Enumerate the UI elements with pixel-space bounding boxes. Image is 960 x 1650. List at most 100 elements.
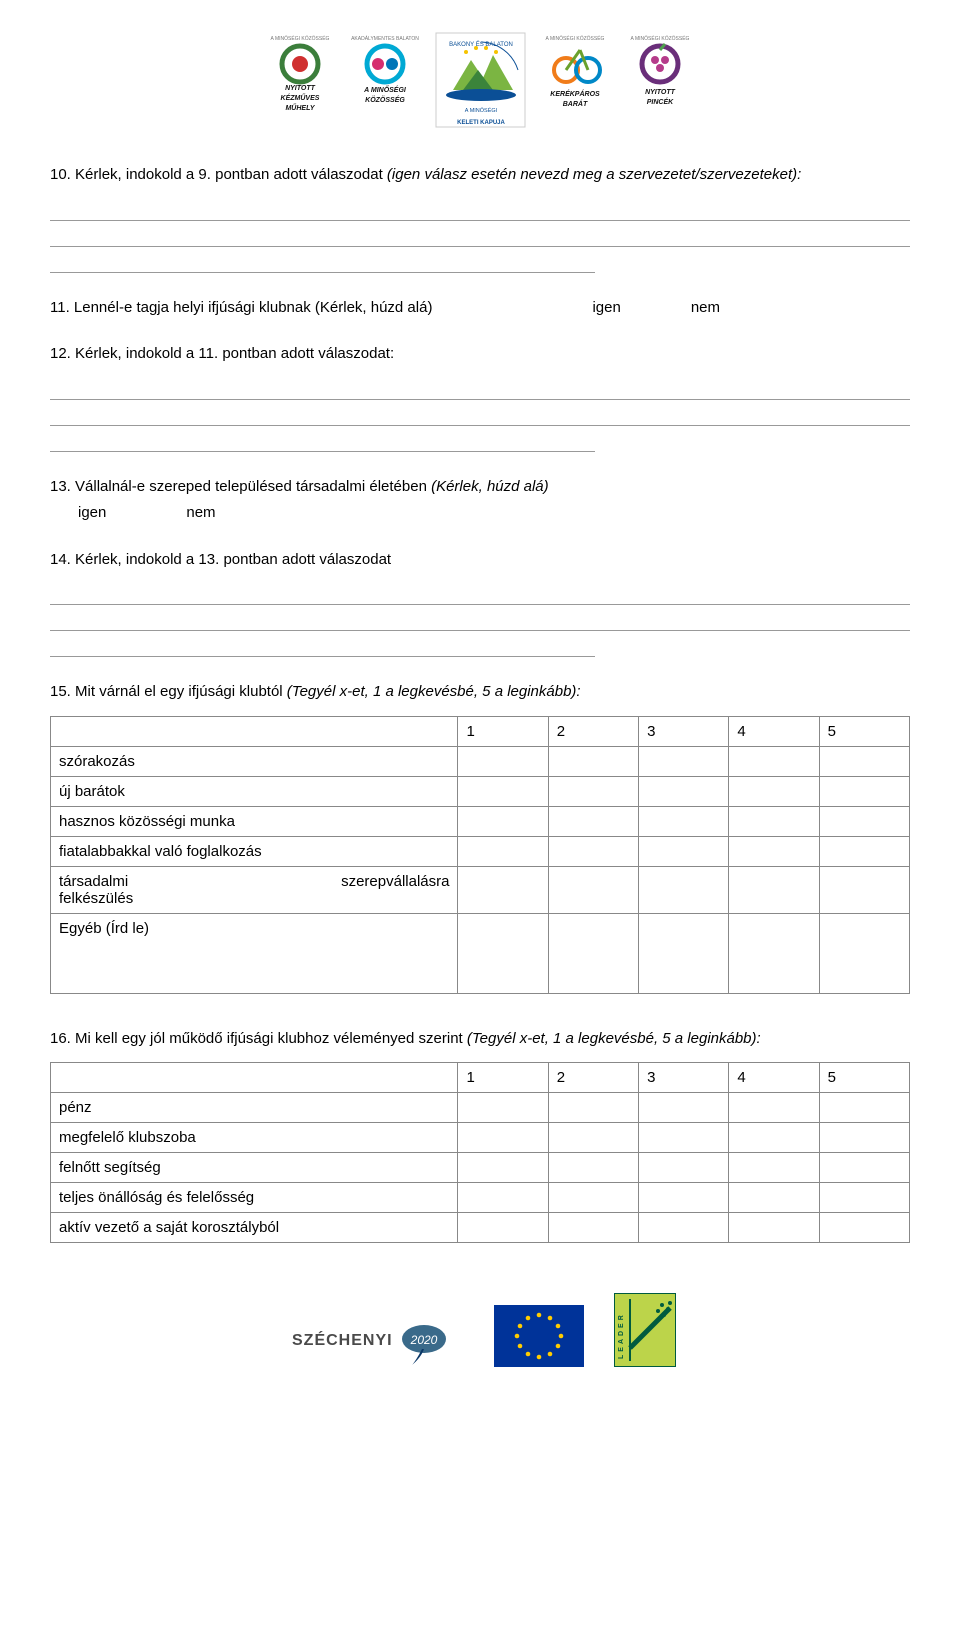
cell[interactable] (458, 1093, 548, 1123)
cell[interactable] (458, 776, 548, 806)
cell[interactable] (729, 776, 819, 806)
cell[interactable] (548, 746, 638, 776)
leader-logo: LEADER (614, 1293, 676, 1371)
table-row: hasznos közösségi munka (51, 806, 910, 836)
q16-row0: pénz (51, 1093, 458, 1123)
cell[interactable] (639, 1153, 729, 1183)
cell[interactable] (819, 1183, 909, 1213)
cell[interactable] (548, 1093, 638, 1123)
cell[interactable] (819, 1153, 909, 1183)
cell[interactable] (639, 1213, 729, 1243)
cell[interactable] (548, 1213, 638, 1243)
svg-text:KELETI KAPUJA: KELETI KAPUJA (457, 120, 505, 126)
q15-row0: szórakozás (51, 746, 458, 776)
cell[interactable] (639, 1183, 729, 1213)
q15-italic: (Tegyél x-et, 1 a legkevésbé, 5 a legink… (287, 683, 581, 700)
cell[interactable] (729, 1123, 819, 1153)
svg-text:BAKONY ÉS BALATON: BAKONY ÉS BALATON (449, 41, 513, 48)
cell[interactable] (548, 1183, 638, 1213)
q15-row4-below: felkészülés (59, 890, 449, 907)
cell[interactable] (639, 866, 729, 913)
q16-h2: 2 (548, 1063, 638, 1093)
question-12: 12. Kérlek, indokold a 11. pontban adott… (50, 343, 910, 366)
question-16: 16. Mi kell egy jól működő ifjúsági klub… (50, 1028, 910, 1051)
cell[interactable] (729, 866, 819, 913)
cell[interactable] (729, 1183, 819, 1213)
cell[interactable] (548, 836, 638, 866)
q15-row4-right: szerepvállalásra (341, 873, 449, 890)
cell[interactable] (729, 1153, 819, 1183)
cell[interactable] (548, 776, 638, 806)
cell[interactable] (458, 1123, 548, 1153)
q14-text: Kérlek, indokold a 13. pontban adott vál… (75, 551, 391, 568)
cell[interactable] (548, 1153, 638, 1183)
blank-line (50, 404, 910, 426)
cell[interactable] (458, 866, 548, 913)
cell[interactable] (548, 913, 638, 993)
q13-opt-nem[interactable]: nem (186, 504, 215, 521)
q15-blank-header (51, 716, 458, 746)
q15-h4: 4 (729, 716, 819, 746)
cell[interactable] (639, 1123, 729, 1153)
cell[interactable] (819, 836, 909, 866)
cell[interactable] (819, 1123, 909, 1153)
cell[interactable] (458, 913, 548, 993)
svg-text:A MINŐSÉGI: A MINŐSÉGI (464, 107, 497, 114)
q15-h5: 5 (819, 716, 909, 746)
q15-row4-left: társadalmi (59, 873, 128, 890)
cell[interactable] (729, 836, 819, 866)
q16-h1: 1 (458, 1063, 548, 1093)
cell[interactable] (639, 836, 729, 866)
szechenyi-year: 2020 (410, 1333, 438, 1347)
q15-num: 15. (50, 683, 75, 700)
logo-5: A MINŐSÉGI KÖZÖSSÉG NYITOTT PINCÉK (623, 30, 698, 134)
cell[interactable] (639, 1093, 729, 1123)
cell[interactable] (729, 1213, 819, 1243)
q10-italic: (igen válasz esetén nevezd meg a szervez… (387, 166, 801, 183)
cell[interactable] (819, 776, 909, 806)
cell[interactable] (819, 866, 909, 913)
svg-text:NYITOTT: NYITOTT (645, 89, 676, 96)
cell[interactable] (548, 806, 638, 836)
q11-opt-nem[interactable]: nem (691, 299, 720, 316)
cell[interactable] (819, 1093, 909, 1123)
q13-opt-igen[interactable]: igen (78, 504, 106, 521)
svg-text:NYITOTT: NYITOTT (285, 85, 316, 92)
cell[interactable] (458, 1213, 548, 1243)
question-14: 14. Kérlek, indokold a 13. pontban adott… (50, 549, 910, 572)
svg-text:A MINŐSÉGI KÖZÖSSÉG: A MINŐSÉGI KÖZÖSSÉG (270, 35, 329, 42)
svg-text:PINCÉK: PINCÉK (646, 97, 673, 106)
cell[interactable] (729, 1093, 819, 1123)
svg-text:KÖZÖSSÉG: KÖZÖSSÉG (365, 95, 405, 104)
table-row: új barátok (51, 776, 910, 806)
cell[interactable] (819, 746, 909, 776)
cell[interactable] (729, 913, 819, 993)
cell[interactable] (639, 913, 729, 993)
cell[interactable] (458, 1153, 548, 1183)
logo-1: A MINŐSÉGI KÖZÖSSÉG NYITOTT KÉZMŰVES MŰH… (263, 30, 338, 134)
cell[interactable] (548, 866, 638, 913)
cell[interactable] (458, 1183, 548, 1213)
q10-text: Kérlek, indokold a 9. pontban adott vála… (75, 166, 387, 183)
cell[interactable] (639, 776, 729, 806)
q15-row5: Egyéb (Írd le) (51, 913, 458, 993)
svg-text:MŰHELY: MŰHELY (285, 103, 315, 112)
q11-opt-igen[interactable]: igen (592, 299, 620, 316)
cell[interactable] (819, 806, 909, 836)
eu-flag-logo (494, 1305, 584, 1371)
svg-text:KERÉKPÁROS: KERÉKPÁROS (550, 89, 600, 98)
cell[interactable] (548, 1123, 638, 1153)
cell[interactable] (729, 746, 819, 776)
cell[interactable] (819, 1213, 909, 1243)
cell[interactable] (458, 836, 548, 866)
q15-text: Mit várnál el egy ifjúsági klubtól (75, 683, 287, 700)
cell[interactable] (639, 746, 729, 776)
cell[interactable] (458, 746, 548, 776)
cell[interactable] (458, 806, 548, 836)
cell[interactable] (819, 913, 909, 993)
cell[interactable] (639, 806, 729, 836)
q16-table: 1 2 3 4 5 pénz megfelelő klubszoba felnő… (50, 1062, 910, 1243)
table-row: szórakozás (51, 746, 910, 776)
blank-line (50, 583, 910, 605)
cell[interactable] (729, 806, 819, 836)
